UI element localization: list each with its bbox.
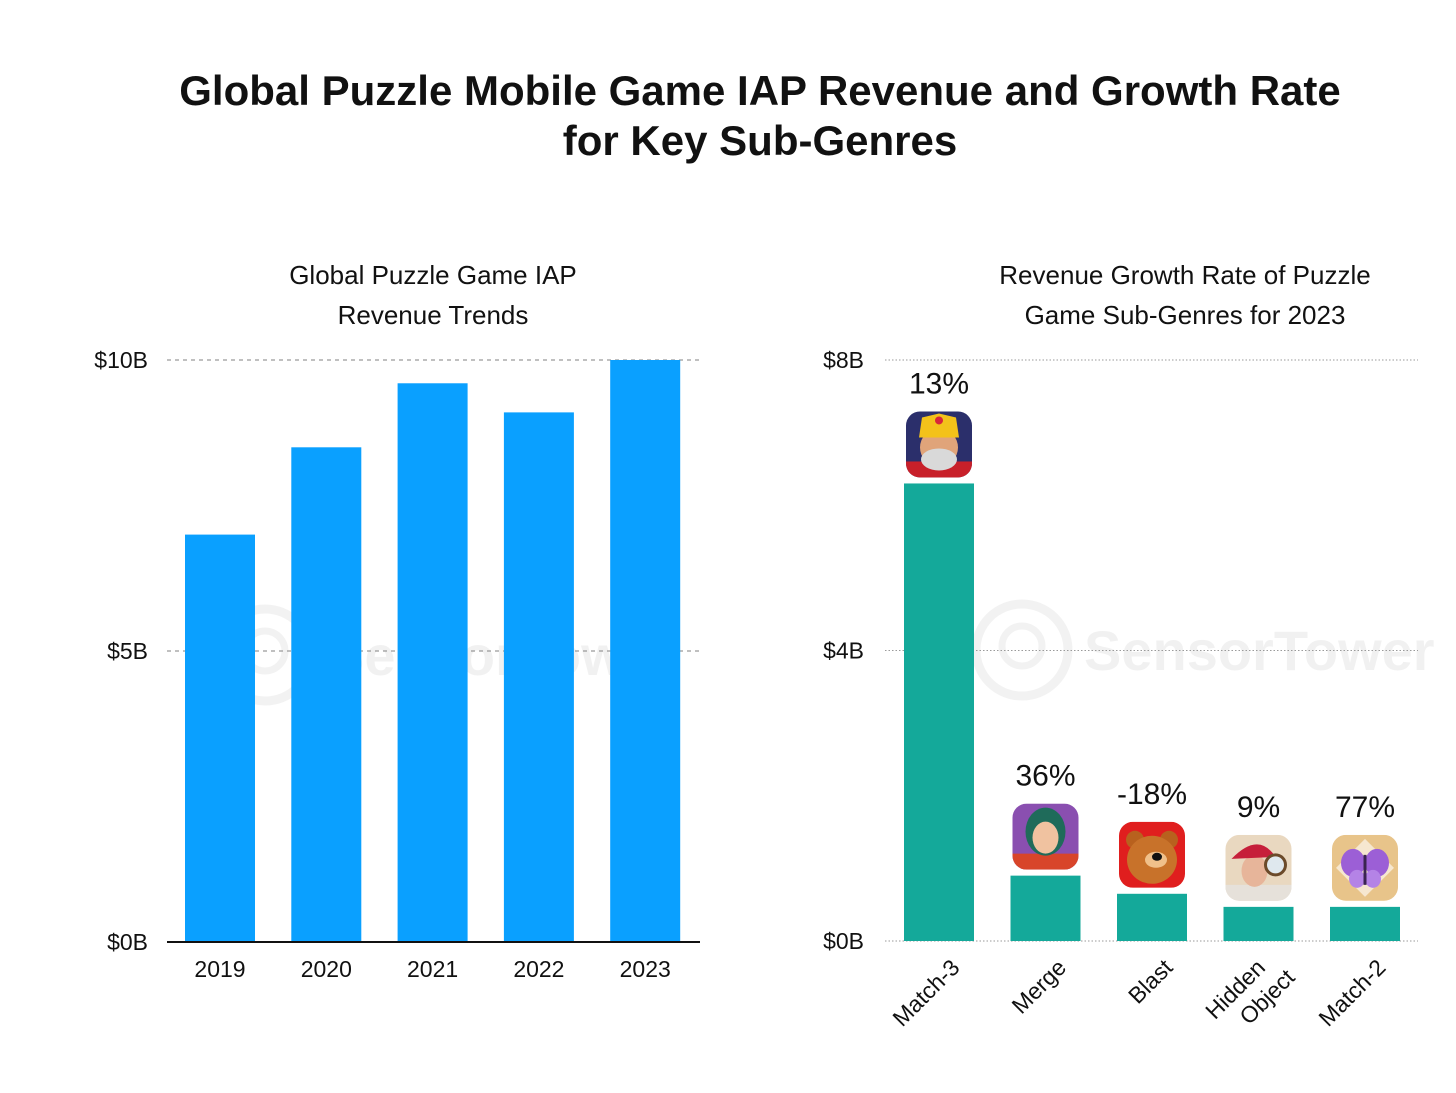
right-chart-title-line1: Revenue Growth Rate of Puzzle — [999, 260, 1371, 290]
king-character-app-icon — [906, 411, 972, 478]
y-tick-label: $5B — [107, 638, 148, 664]
x-tick-label: 2021 — [407, 956, 458, 982]
x-tick-label: Merge — [1007, 954, 1071, 1018]
bear-app-icon — [1119, 821, 1185, 888]
x-tick-label-line: Match-3 — [887, 954, 964, 1031]
butterfly-app-icon — [1332, 834, 1398, 901]
icon-hat — [1231, 844, 1276, 859]
growth-rate-label: -18% — [1117, 778, 1187, 811]
icon-face — [1241, 854, 1268, 887]
y-tick-label: $0B — [823, 928, 864, 954]
x-tick-label: Match-3 — [887, 954, 964, 1031]
bar-2022 — [503, 412, 574, 942]
x-tick-label-line: Merge — [1007, 954, 1071, 1018]
bar-blast — [1117, 893, 1187, 941]
icon-wing — [1365, 848, 1389, 877]
left-chart-title-line1: Global Puzzle Game IAP — [289, 260, 577, 290]
icon-scarf — [1225, 884, 1292, 901]
icon-beard — [921, 448, 957, 471]
bar-2021 — [397, 383, 468, 942]
growth-rate-label: 13% — [909, 367, 969, 400]
icon-art — [906, 411, 972, 478]
x-tick-label: Match-2 — [1313, 954, 1390, 1031]
x-tick-label-line: Blast — [1123, 954, 1178, 1009]
icon-shirt — [1012, 853, 1079, 870]
bar-2023 — [610, 360, 681, 942]
icon-art — [1119, 821, 1185, 888]
y-tick-label: $8B — [823, 347, 864, 373]
icon-wing — [1349, 869, 1365, 888]
woman-character-app-icon — [1012, 803, 1079, 870]
icon-wing — [1341, 848, 1365, 877]
icon-art — [1332, 834, 1398, 901]
x-tick-label-line: Match-2 — [1313, 954, 1390, 1031]
icon-nose — [1152, 852, 1162, 861]
icon-gem — [935, 416, 943, 425]
icon-wing — [1365, 869, 1381, 888]
icon-face — [1032, 821, 1059, 854]
main-title-line2: for Key Sub-Genres — [562, 117, 958, 164]
icon-art — [1012, 803, 1079, 870]
x-tick-label: 2022 — [513, 956, 564, 982]
y-tick-label: $10B — [94, 347, 148, 373]
main-title: Global Puzzle Mobile Game IAP Revenue an… — [60, 66, 1456, 166]
watermark-logo-inner-icon — [998, 622, 1046, 670]
right-chart-title: Revenue Growth Rate of Puzzle Game Sub-G… — [960, 255, 1410, 335]
main-title-line1: Global Puzzle Mobile Game IAP Revenue an… — [179, 67, 1341, 114]
y-tick-label: $0B — [107, 929, 148, 955]
bar-match-3 — [904, 483, 974, 941]
growth-rate-label: 77% — [1335, 791, 1395, 824]
x-tick-label: HiddenObject — [1200, 944, 1300, 1044]
left-chart-title: Global Puzzle Game IAP Revenue Trends — [233, 255, 633, 335]
left-chart-title-line2: Revenue Trends — [337, 300, 529, 330]
detective-woman-app-icon — [1225, 834, 1292, 901]
growth-rate-label: 36% — [1015, 760, 1075, 793]
icon-art — [1225, 834, 1292, 901]
growth-rate-label: 9% — [1237, 791, 1280, 824]
bar-match-2 — [1330, 906, 1400, 941]
icon-crown — [919, 413, 959, 438]
right-chart-title-line2: Game Sub-Genres for 2023 — [1024, 300, 1346, 330]
x-tick-label: 2019 — [194, 956, 245, 982]
x-tick-label: 2023 — [620, 956, 671, 982]
bar-hidden-object — [1223, 906, 1294, 941]
icon-magnifier — [1264, 853, 1287, 877]
bar-merge — [1010, 875, 1081, 941]
bar-2020 — [291, 447, 362, 942]
y-tick-label: $4B — [823, 638, 864, 664]
bar-2019 — [185, 534, 255, 942]
x-tick-label: Blast — [1123, 954, 1178, 1009]
icon-body — [1363, 854, 1367, 885]
x-tick-label: 2020 — [301, 956, 352, 982]
